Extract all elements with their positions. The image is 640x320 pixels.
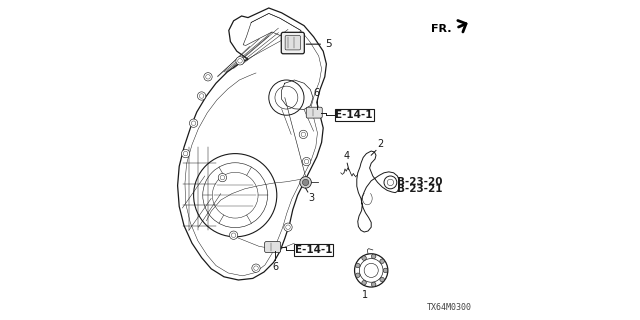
Text: 6: 6 [272, 262, 278, 272]
Circle shape [371, 254, 376, 259]
Circle shape [300, 130, 308, 139]
Circle shape [362, 281, 366, 285]
Circle shape [284, 223, 292, 231]
Circle shape [252, 264, 260, 272]
Circle shape [236, 57, 244, 65]
Circle shape [380, 277, 385, 282]
FancyBboxPatch shape [282, 32, 305, 54]
Circle shape [383, 268, 388, 273]
Text: B-23-20: B-23-20 [397, 177, 443, 187]
Circle shape [300, 177, 312, 188]
Circle shape [189, 119, 198, 127]
Circle shape [384, 176, 397, 189]
Circle shape [218, 173, 227, 182]
Text: E-14-1: E-14-1 [335, 110, 373, 120]
FancyBboxPatch shape [307, 107, 323, 118]
Circle shape [182, 149, 189, 158]
FancyBboxPatch shape [285, 36, 301, 50]
Text: 1: 1 [362, 290, 368, 300]
Text: 5: 5 [325, 39, 332, 49]
Text: E-14-1: E-14-1 [295, 245, 333, 255]
FancyBboxPatch shape [265, 242, 280, 252]
Circle shape [230, 231, 238, 239]
Text: TX64M0300: TX64M0300 [427, 303, 472, 312]
Circle shape [371, 282, 376, 287]
Text: 3: 3 [308, 193, 314, 203]
Text: 2: 2 [377, 140, 383, 149]
Circle shape [197, 92, 206, 100]
Circle shape [380, 259, 385, 263]
Text: B-23-21: B-23-21 [397, 184, 443, 195]
Circle shape [356, 273, 360, 277]
Text: 4: 4 [343, 151, 349, 161]
Circle shape [362, 256, 366, 260]
Circle shape [302, 157, 311, 166]
Circle shape [303, 179, 308, 186]
Circle shape [204, 73, 212, 81]
Text: 6: 6 [314, 88, 320, 98]
Circle shape [356, 263, 360, 268]
Text: FR.: FR. [431, 24, 452, 35]
